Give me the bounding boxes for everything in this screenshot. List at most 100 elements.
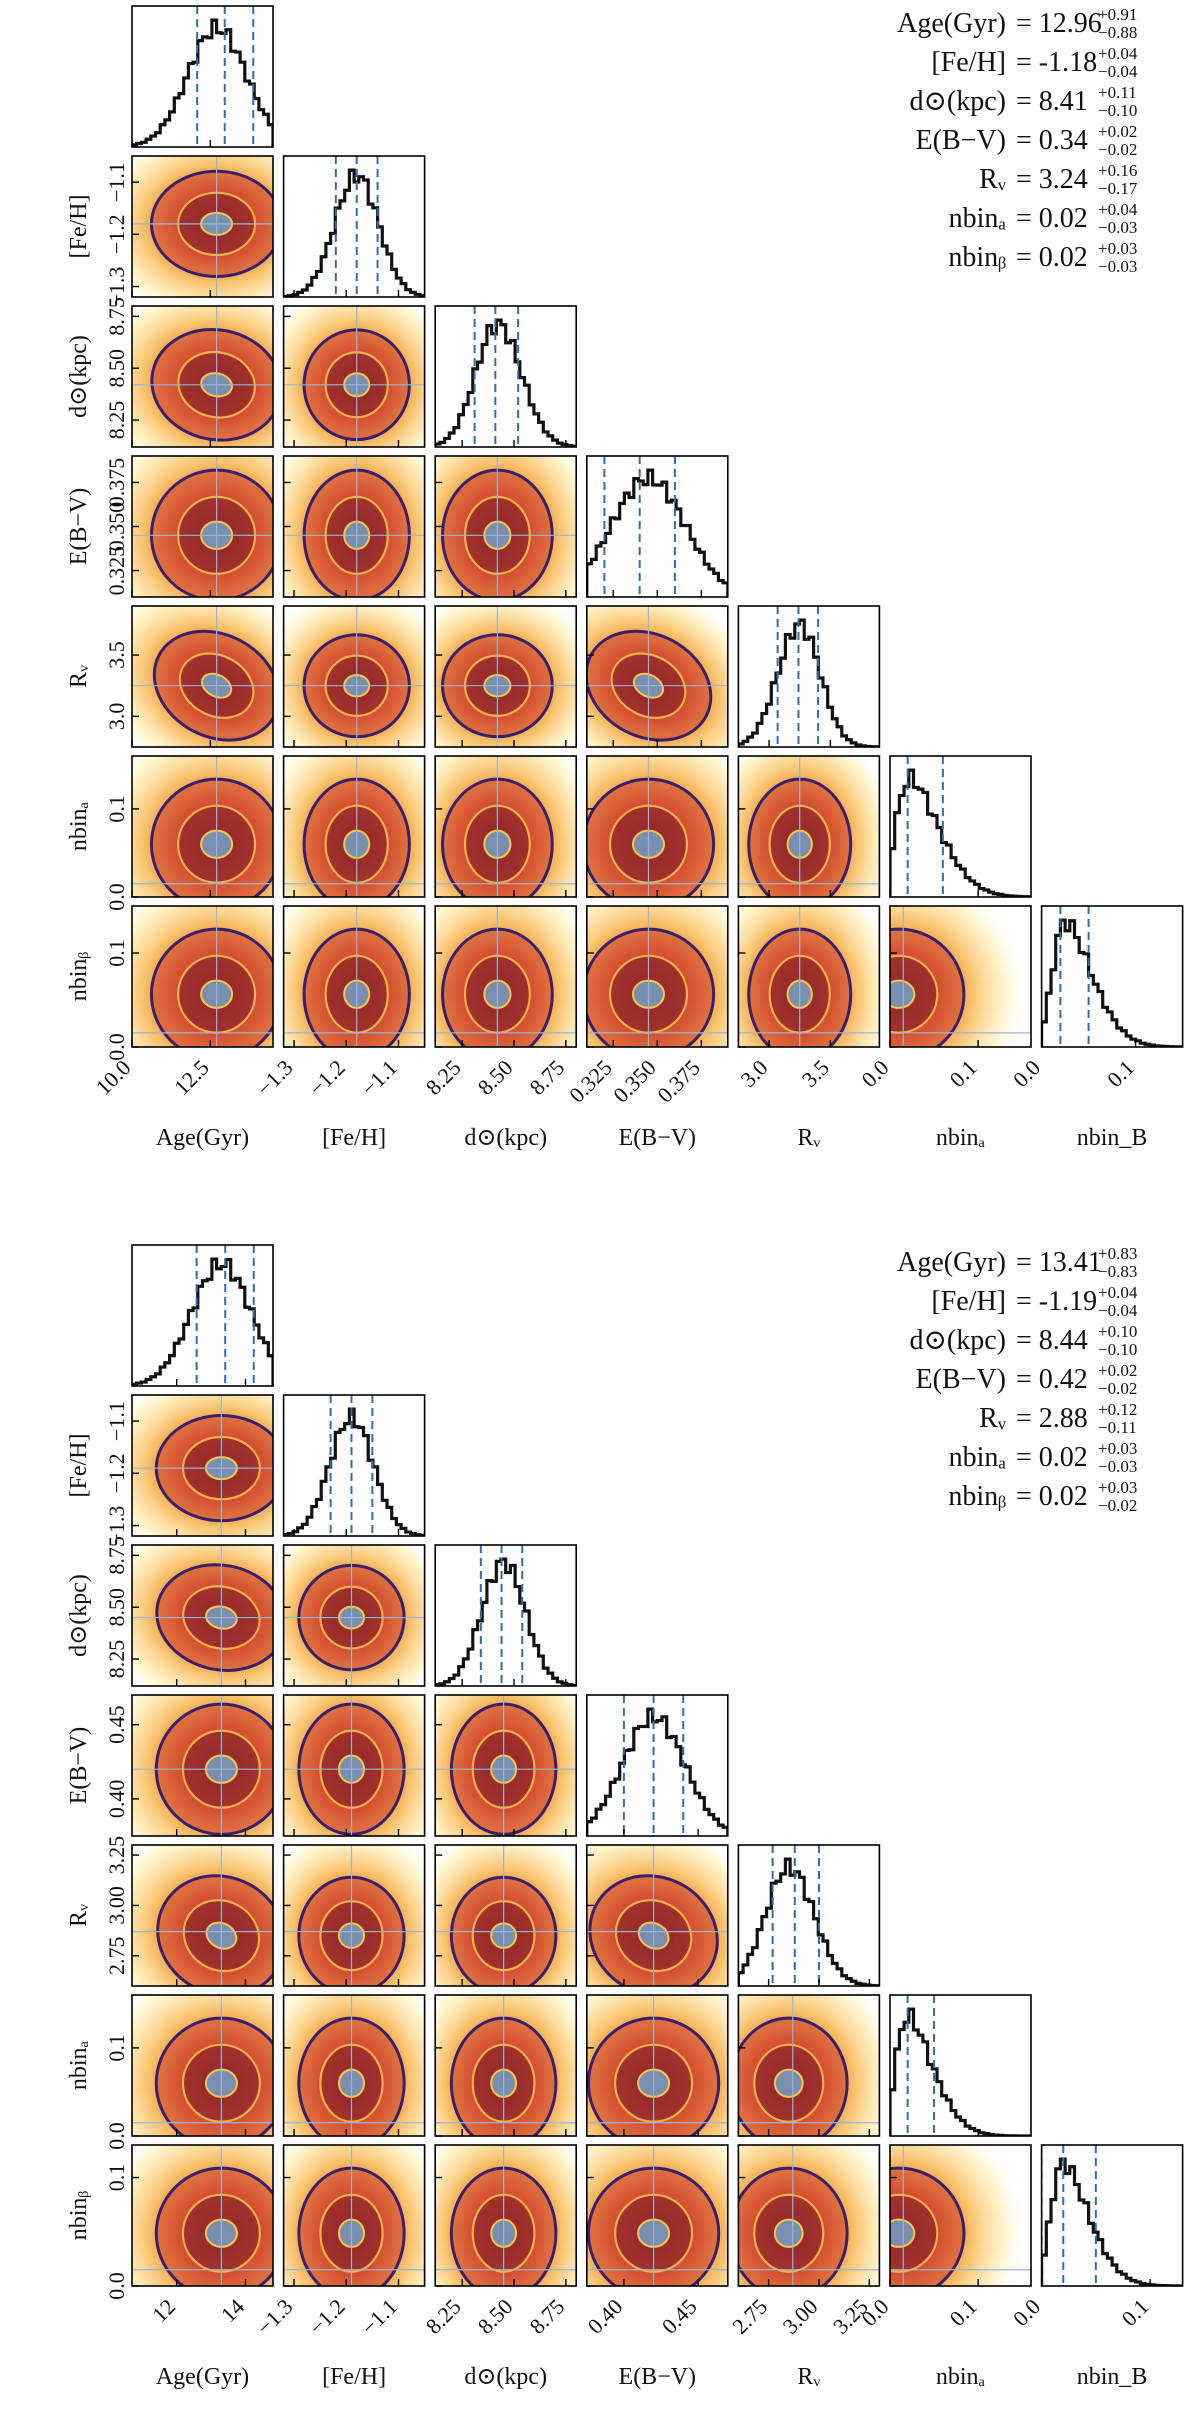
density-panel-2-6: [434, 905, 578, 1048]
x-axis-label-1: [Fe/H]: [322, 1125, 386, 1151]
panel-frame: [585, 455, 729, 598]
summary-value-4: = 2.88: [1016, 1403, 1088, 1434]
density-panel-0-5: [131, 755, 274, 898]
y-axis-label-6: nbinᵦ: [66, 2191, 92, 2241]
hist-panel-6: [1040, 905, 1184, 1048]
xtick-label-0-1: 12.5: [169, 1055, 214, 1100]
x-axis-label-6: nbin_B: [1077, 1125, 1148, 1151]
summary-name-1: [Fe/H]: [931, 47, 1006, 78]
x-axis-label-2: d⊙(kpc): [464, 1125, 547, 1151]
xtick-label-1-2: −1.1: [356, 1055, 402, 1101]
panel-frame: [282, 755, 426, 898]
ytick-label-1-2: −1.1: [104, 1401, 129, 1441]
summary-minus-4: −0.17: [1098, 179, 1138, 198]
hist-panel-4: [737, 605, 881, 748]
density-panel-5-6: [889, 905, 1032, 1048]
x-axis-label-2: d⊙(kpc): [464, 2364, 547, 2390]
summary-minus-3: −0.02: [1098, 1379, 1137, 1398]
hist-panel-3: [585, 1694, 729, 1837]
summary-name-1: [Fe/H]: [931, 1286, 1006, 1317]
ytick-label-1-1: −1.2: [104, 1453, 129, 1493]
summary-value-0: = 12.96: [1016, 8, 1102, 39]
panel-frame: [585, 1844, 729, 1987]
density-panel-2-4: [434, 605, 578, 748]
summary-plus-4: +0.16: [1098, 161, 1137, 180]
panel-frame: [737, 905, 881, 1048]
panel-frame: [282, 905, 426, 1048]
ytick-label-1-0: −1.3: [104, 1506, 129, 1546]
ytick-label-4-2: 3.25: [104, 1836, 129, 1875]
panel-frame: [131, 1994, 274, 2137]
y-axis-label-2: d⊙(kpc): [66, 335, 92, 418]
density-panel-0-3: [131, 1694, 274, 1837]
x-axis-label-5: nbinₐ: [936, 2364, 986, 2390]
panel-frame: [434, 905, 578, 1048]
xtick-label-5-0: 0.0: [856, 1055, 893, 1092]
y-axis-label-1: [Fe/H]: [66, 1434, 92, 1498]
summary-name-5: nbinₐ: [949, 203, 1007, 234]
panel-frame: [737, 755, 881, 898]
ytick-label-2-1: 8.50: [104, 1588, 129, 1627]
panel-frame: [282, 1544, 426, 1687]
summary-value-1: = -1.19: [1016, 1286, 1097, 1317]
panel-frame: [434, 605, 578, 748]
y-axis-label-1: [Fe/H]: [66, 195, 92, 259]
panel-frame: [131, 755, 274, 898]
ytick-label-6-0: 0.0: [104, 2272, 129, 2300]
density-panel-4-6: [737, 905, 881, 1048]
hist-panel-2: [434, 305, 578, 448]
summary-minus-1: −0.04: [1098, 1301, 1138, 1320]
density-panel-0-6: [131, 905, 274, 1048]
density-panel-0-5: [131, 1994, 274, 2137]
hist-line-0: [132, 18, 273, 147]
y-axis-label-4: Rᵥ: [66, 664, 92, 688]
summary-value-2: = 8.44: [1016, 1325, 1088, 1356]
panel-frame: [131, 1244, 274, 1387]
panel-frame: [1040, 905, 1184, 1048]
y-axis-label-5: nbinₐ: [66, 801, 92, 851]
hist-line-1: [283, 1407, 425, 1536]
xtick-label-1-0: −1.3: [252, 1055, 298, 1101]
x-axis-label-4: Rᵥ: [797, 2364, 821, 2390]
xtick-label-1-1: −1.2: [304, 1055, 350, 1101]
density-panel-0-6: [131, 2144, 274, 2287]
ytick-label-5-0: 0.0: [104, 2122, 129, 2150]
summary-plus-1: +0.04: [1098, 1283, 1138, 1302]
density-panel-1-6: [282, 905, 426, 1048]
density-panel-2-5: [434, 1994, 578, 2137]
density-panel-0-1: [131, 155, 274, 298]
summary-plus-6: +0.03: [1098, 1478, 1137, 1497]
bottom-corner-plot: −1.3−1.2−1.1[Fe/H]8.258.508.75d⊙(kpc)0.4…: [66, 1244, 1184, 2390]
summary-minus-2: −0.10: [1098, 101, 1137, 120]
summary-minus-6: −0.03: [1098, 257, 1137, 276]
y-axis-label-3: E(B−V): [66, 488, 92, 566]
hist-panel-1: [282, 1394, 426, 1537]
summary-plus-2: +0.11: [1098, 83, 1137, 102]
ytick-label-3-1: 0.350: [104, 502, 129, 552]
hist-line-6: [1041, 918, 1183, 1047]
density-panel-2-6: [434, 2144, 578, 2287]
hist-panel-6: [1040, 2144, 1184, 2287]
y-axis-label-2: d⊙(kpc): [66, 1574, 92, 1657]
density-peak-4-6: [773, 2218, 804, 2248]
density-panel-1-4: [282, 1844, 426, 1987]
panel-frame: [282, 1844, 426, 1987]
density-panel-3-4: [585, 605, 729, 748]
summary-value-2: = 8.41: [1016, 86, 1088, 117]
density-panel-4-6: [737, 2144, 881, 2287]
density-panel-1-3: [282, 455, 426, 598]
hist-line-4: [738, 618, 880, 747]
panel-frame: [889, 2144, 1032, 2287]
x-axis-label-0: Age(Gyr): [156, 2364, 249, 2390]
ytick-label-3-1: 0.45: [104, 1705, 129, 1744]
summary-plus-5: +0.04: [1098, 200, 1138, 219]
panel-frame: [131, 905, 274, 1048]
summary-value-5: = 0.02: [1016, 203, 1088, 234]
density-panel-0-4: [131, 1844, 274, 1987]
summary-name-2: d⊙(kpc): [909, 1325, 1006, 1356]
panel-frame: [131, 305, 274, 448]
xtick-label-2-0: 8.25: [421, 2294, 466, 2339]
panel-frame: [434, 1994, 578, 2137]
panel-frame: [889, 905, 1032, 1048]
density-panel-0-4: [131, 605, 274, 748]
